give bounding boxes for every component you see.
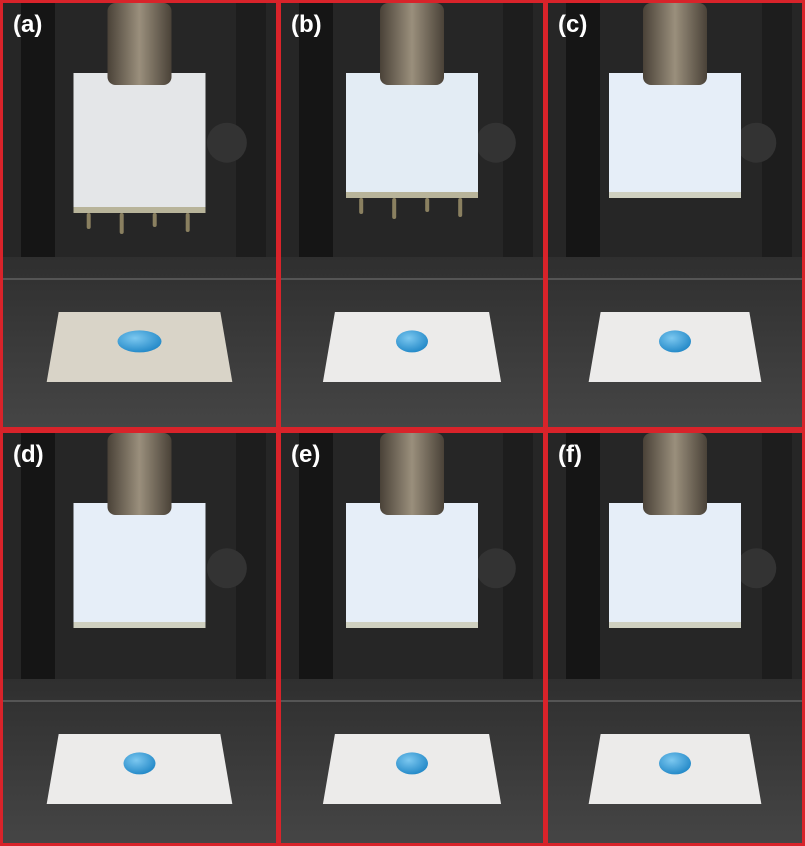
panel-label: (c): [558, 11, 587, 38]
hanging-sheet: [609, 503, 741, 628]
clamp: [108, 433, 172, 515]
drip: [425, 198, 429, 212]
knob: [207, 548, 247, 588]
blue-drop: [659, 752, 691, 774]
knob: [207, 123, 247, 163]
sheet-edge: [74, 622, 206, 628]
backdrop-band: [21, 433, 55, 679]
blue-drop: [118, 330, 162, 352]
knob: [736, 548, 776, 588]
backdrop-band: [21, 3, 55, 257]
photo-panel: (c): [548, 3, 802, 427]
blue-drop: [659, 330, 691, 352]
sheet-edge: [609, 192, 741, 198]
panel-label: (b): [291, 11, 322, 38]
drip: [458, 198, 462, 217]
blue-drop: [396, 330, 428, 352]
page: (a)(b)(c)(d)(e)(f) (() => { const data =…: [0, 0, 805, 846]
backdrop-band: [299, 3, 333, 257]
backdrop-band: [566, 433, 600, 679]
panel-label: (e): [291, 441, 320, 468]
figure: (a) (b) (c) (d) (e) (f): [0, 0, 805, 846]
clamp: [643, 433, 707, 515]
drip: [392, 198, 396, 219]
drip: [153, 213, 157, 227]
blue-drop: [124, 752, 156, 774]
panel-label: (a): [13, 11, 42, 38]
drip: [359, 198, 363, 214]
photo-panel: (f): [548, 433, 802, 843]
backdrop-band: [566, 3, 600, 257]
hanging-sheet: [609, 73, 741, 198]
photo-panel: (b): [281, 3, 543, 427]
photo-panel: (e): [281, 433, 543, 843]
drip: [120, 213, 124, 234]
clamp: [108, 3, 172, 85]
knob: [476, 548, 516, 588]
blue-drop: [396, 752, 428, 774]
knob: [736, 123, 776, 163]
clamp: [380, 433, 444, 515]
backdrop-band: [299, 433, 333, 679]
hanging-sheet: [74, 73, 206, 213]
drip: [87, 213, 91, 229]
hanging-sheet: [346, 503, 478, 628]
sheet-edge: [346, 192, 478, 198]
knob: [476, 123, 516, 163]
clamp: [380, 3, 444, 85]
panel-label: (f): [558, 441, 582, 468]
sheet-edge: [74, 207, 206, 213]
sheet-edge: [609, 622, 741, 628]
hanging-sheet: [346, 73, 478, 198]
hanging-sheet: [74, 503, 206, 628]
drip: [186, 213, 190, 232]
photo-panel: (a): [3, 3, 276, 427]
panel-label: (d): [13, 441, 44, 468]
sheet-edge: [346, 622, 478, 628]
clamp: [643, 3, 707, 85]
photo-panel: (d): [3, 433, 276, 843]
